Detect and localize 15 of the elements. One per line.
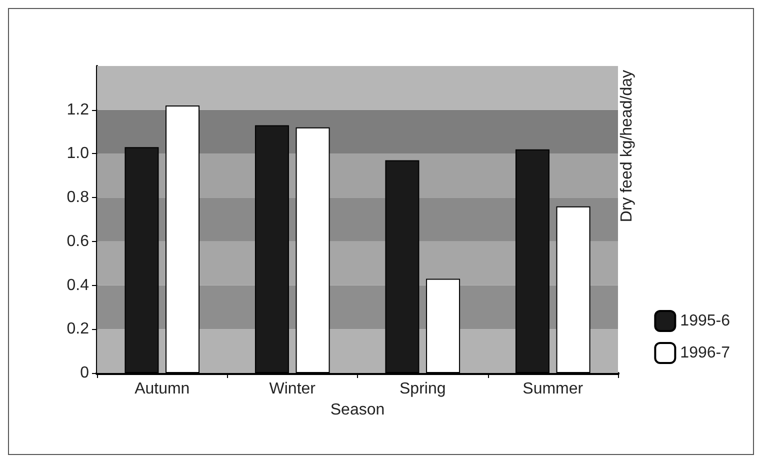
x-tick-label: Summer — [522, 380, 584, 398]
x-tick-label: Winter — [269, 380, 316, 398]
y-tick-label: 0.8 — [66, 189, 90, 206]
legend-label: 1996-7 — [680, 344, 730, 362]
x-tick-label: Spring — [400, 380, 446, 398]
y-tick-label: 1.2 — [66, 101, 90, 118]
y-tick-label: 0.4 — [66, 276, 90, 294]
y-tick-label: 0.6 — [66, 232, 90, 250]
x-axis-title: Season — [330, 401, 385, 418]
legend-label: 1995-6 — [680, 312, 730, 330]
y-tick-label: 0 — [80, 364, 90, 382]
y-tick-label: 0.2 — [66, 320, 90, 338]
y-axis-title: Dry feed kg/head/day — [618, 70, 636, 222]
y-tick-label: 1.0 — [66, 145, 90, 162]
x-tick-label: Autumn — [134, 380, 190, 398]
